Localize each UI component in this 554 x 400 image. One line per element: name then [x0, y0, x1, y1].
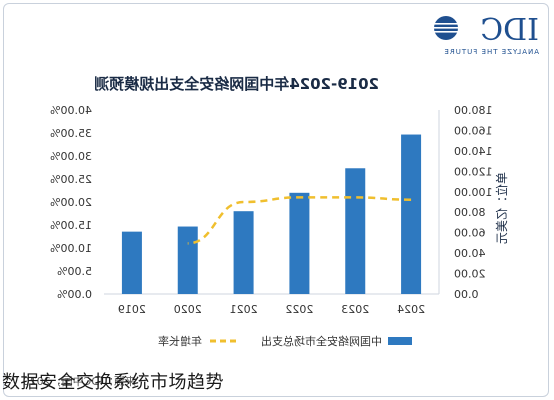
- y-left-tick-label: 15.00%: [50, 219, 92, 232]
- y-right-tick-label: 0.00: [454, 288, 479, 301]
- bar-2023: [345, 168, 366, 294]
- y-right-tick-label: 100.00: [454, 186, 493, 199]
- legend: 中国网络安全市场总支出 年增长率: [158, 334, 412, 348]
- bar-2022: [289, 192, 310, 294]
- y-left-tick-label: 5.00%: [57, 265, 92, 278]
- y-axis-right-ticks: 180.00 160.00 140.00 120.00 100.00 80.00 60.00…: [454, 104, 493, 301]
- y-left-tick-label: 10.00%: [50, 242, 92, 255]
- y-right-tick-label: 140.00: [454, 145, 493, 158]
- x-tick-label: 2023: [341, 303, 369, 316]
- bar-2020: [177, 226, 198, 294]
- chart-title: 2019-2024年中国网络安全支出规模预测: [94, 75, 379, 93]
- growth-line: [187, 196, 412, 245]
- y-left-tick-label: 20.00%: [50, 196, 92, 209]
- y-left-tick-label: 0.00%: [57, 288, 92, 301]
- y-right-tick-label: 20.00: [454, 268, 486, 281]
- x-tick-label: 2024: [397, 303, 425, 316]
- y-left-tick-label: 25.00%: [50, 173, 92, 186]
- y-right-tick-label: 160.00: [454, 124, 493, 137]
- bar-2019: [121, 231, 142, 294]
- y-left-tick-label: 35.00%: [50, 127, 92, 140]
- y-axis-label: 单位：亿美元: [494, 172, 509, 244]
- x-tick-label: 2020: [174, 303, 202, 316]
- source-note: 来源：IDC中国，2020: [23, 374, 136, 388]
- x-tick-label: 2022: [285, 303, 313, 316]
- bars: [121, 134, 422, 294]
- y-left-tick-label: 40.00%: [50, 104, 92, 117]
- idc-logo-brand: IDC: [480, 13, 539, 48]
- y-right-tick-label: 80.00: [454, 206, 486, 219]
- legend-line-label: 年增长率: [158, 334, 202, 348]
- bar-2021: [233, 211, 254, 294]
- legend-bar-swatch: [388, 337, 412, 345]
- y-left-tick-label: 30.00%: [50, 150, 92, 163]
- idc-logo-tagline: ANALYZE THE FUTURE: [443, 48, 539, 56]
- y-right-tick-label: 180.00: [454, 104, 493, 117]
- globe-icon: [434, 16, 458, 40]
- caption: 数据安全交换系统市场趋势: [2, 372, 224, 393]
- y-right-tick-label: 40.00: [454, 247, 486, 260]
- bar-2024: [401, 134, 422, 294]
- growth-line-path: [187, 196, 412, 245]
- x-axis-ticks: 2024 2023 2022 2021 2020 2019: [118, 303, 425, 316]
- y-right-tick-label: 60.00: [454, 227, 486, 240]
- x-tick-label: 2019: [118, 303, 146, 316]
- y-right-tick-label: 120.00: [454, 165, 493, 178]
- x-tick-label: 2021: [230, 303, 258, 316]
- legend-bar-label: 中国网络安全市场总支出: [261, 334, 382, 348]
- idc-logo: IDC ANALYZE THE FUTURE: [434, 13, 539, 56]
- y-axis-left-ticks: 40.00% 35.00% 30.00% 25.00% 20.00% 15.00% 10.0…: [50, 104, 92, 301]
